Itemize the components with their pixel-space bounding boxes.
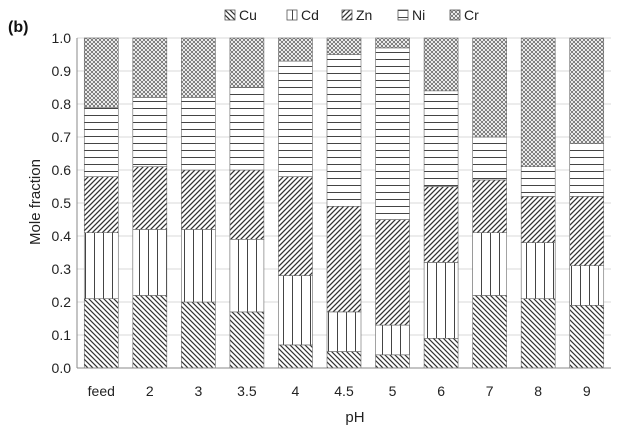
bar-segment-cd — [375, 324, 410, 356]
x-tick-label: 2 — [146, 383, 154, 399]
legend-label-cr: Cr — [464, 7, 479, 23]
legend-swatch-cu — [224, 9, 236, 21]
bar-segment-cr — [278, 37, 313, 62]
legend-swatch-ni — [397, 9, 409, 21]
bar-segment-ni — [472, 136, 507, 181]
legend-label-zn: Zn — [356, 7, 372, 23]
x-tick-label: 7 — [486, 383, 494, 399]
bar-segment-cu — [278, 344, 313, 369]
x-tick-label: 3 — [194, 383, 202, 399]
bar-segment-zn — [132, 166, 168, 230]
y-axis-title: Mole fraction — [27, 159, 44, 245]
legend: Cu Cd Zn Ni Cr — [224, 7, 479, 23]
bar-segment-zn — [326, 206, 362, 313]
bar-segment-cr — [375, 37, 410, 49]
bar-segment-zn — [520, 196, 556, 243]
y-tick-label: 0.9 — [52, 63, 72, 79]
bar-segment-cu — [326, 351, 362, 369]
bar-segment-cu — [181, 301, 216, 369]
y-tick-label: 0.4 — [52, 228, 72, 244]
bar-segment-ni — [229, 87, 265, 171]
bar-segment-ni — [423, 90, 459, 187]
y-tick-label: 0.0 — [52, 360, 72, 376]
bar-segment-cd — [472, 232, 507, 296]
bar-segment-cr — [83, 37, 119, 108]
panel-label: (b) — [8, 19, 28, 36]
bar-segment-zn — [278, 176, 313, 276]
bar-segment-cu — [423, 337, 459, 369]
bar-segment-ni — [278, 60, 313, 177]
y-tick-label: 1.0 — [52, 30, 72, 46]
legend-swatch-cd — [286, 9, 298, 21]
bar-segment-cd — [83, 232, 119, 299]
bar-segment-cr — [326, 37, 362, 55]
bar-segment-cu — [569, 304, 605, 369]
x-tick-label: 4 — [292, 383, 300, 399]
y-tick-labels: 0.0 0.1 0.2 0.3 0.4 0.5 0.6 0.7 0.8 0.9 1.0 — [52, 30, 72, 376]
bar-segment-cd — [569, 265, 605, 306]
axes — [76, 38, 611, 369]
x-tick-label: 9 — [583, 383, 591, 399]
bar-segment-zn — [569, 196, 605, 266]
bar-segment-cr — [181, 37, 216, 98]
bar-segment-ni — [326, 54, 362, 207]
x-axis-title: pH — [345, 409, 364, 426]
bar-segment-ni — [132, 97, 168, 168]
bar-segment-ni — [83, 107, 119, 177]
y-tick-label: 0.8 — [52, 96, 72, 112]
bar-segment-cr — [569, 37, 605, 144]
legend-swatch-zn — [341, 9, 353, 21]
bar-segment-cd — [132, 229, 168, 296]
bar-segment-cd — [326, 311, 362, 352]
bar-segment-cu — [229, 311, 265, 369]
bar-segment-cu — [375, 354, 410, 369]
bar-segment-cd — [278, 275, 313, 346]
bar-segment-cu — [83, 298, 119, 369]
y-tick-label: 0.2 — [52, 294, 72, 310]
bar-segment-cu — [132, 295, 168, 369]
bar-segment-cr — [229, 37, 265, 88]
bar-segment-cr — [520, 37, 556, 167]
y-tick-label: 0.5 — [52, 195, 72, 211]
bar-segment-zn — [229, 169, 265, 240]
bar-segment-cd — [520, 242, 556, 300]
x-tick-label: 8 — [534, 383, 542, 399]
bar-segment-ni — [181, 97, 216, 171]
x-tick-label: feed — [88, 383, 115, 399]
y-tick-label: 0.3 — [52, 261, 72, 277]
bar-segment-cr — [472, 37, 507, 138]
x-tick-label: 3.5 — [237, 383, 257, 399]
bar-segment-zn — [181, 169, 216, 230]
bar-segment-zn — [472, 179, 507, 233]
bar-segment-cu — [472, 295, 507, 369]
x-tick-label: 6 — [437, 383, 445, 399]
legend-label-cd: Cd — [301, 7, 319, 23]
bar-segment-cr — [132, 37, 168, 98]
x-tick-labels: feed 2 3 3.5 4 4.5 5 6 7 8 9 — [88, 383, 591, 399]
legend-swatch-cr — [449, 9, 461, 21]
bar-segment-zn — [83, 176, 119, 234]
legend-label-cu: Cu — [239, 7, 257, 23]
bar-segment-ni — [375, 47, 410, 220]
bar-segment-zn — [375, 219, 410, 326]
bar-segment-cd — [229, 239, 265, 313]
x-tick-label: 5 — [389, 383, 397, 399]
bar-segment-cr — [423, 37, 459, 92]
bars — [83, 37, 605, 369]
y-tick-label: 0.1 — [52, 327, 72, 343]
bar-segment-ni — [520, 166, 556, 197]
y-tick-label: 0.6 — [52, 162, 72, 178]
bar-segment-cu — [520, 298, 556, 369]
bar-segment-cd — [423, 262, 459, 339]
legend-label-ni: Ni — [412, 7, 425, 23]
bar-segment-zn — [423, 186, 459, 263]
y-tick-label: 0.7 — [52, 129, 72, 145]
bar-segment-ni — [569, 143, 605, 197]
bar-segment-cd — [181, 229, 216, 303]
x-tick-label: 4.5 — [334, 383, 354, 399]
